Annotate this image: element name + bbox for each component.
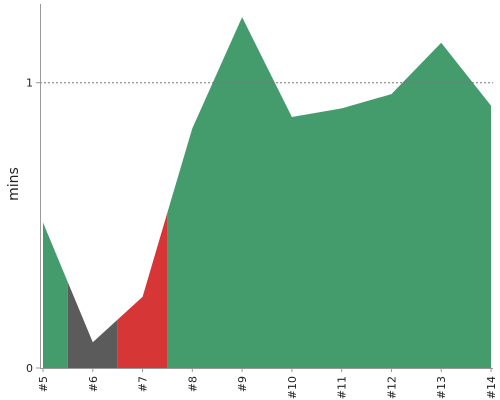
x-tick-label: #5 [37,376,50,392]
y-tick-label: 0 [26,362,33,375]
area-segments [43,17,491,368]
x-tick-label: #12 [385,376,398,399]
y-axis-label: mins [6,167,22,201]
x-tick-label: #13 [435,376,448,399]
x-ticks: #5 #6 #7 #8 #9 #10 #11 #12 #13 #14 [37,368,498,399]
area-segment-red [117,212,168,368]
x-tick-label: #8 [186,376,199,392]
area-segment-main [167,17,491,368]
x-tick-label: #6 [87,376,100,392]
x-tick-label: #7 [137,376,150,392]
y-tick-label: 1 [26,77,33,90]
y-ticks: 01 [26,77,40,375]
x-tick-label: #9 [236,376,249,392]
x-tick-label: #10 [286,376,299,399]
area-segment-gray [67,282,118,368]
area-segment-start [43,222,68,368]
x-tick-label: #11 [336,376,349,399]
x-tick-label: #14 [485,376,498,399]
